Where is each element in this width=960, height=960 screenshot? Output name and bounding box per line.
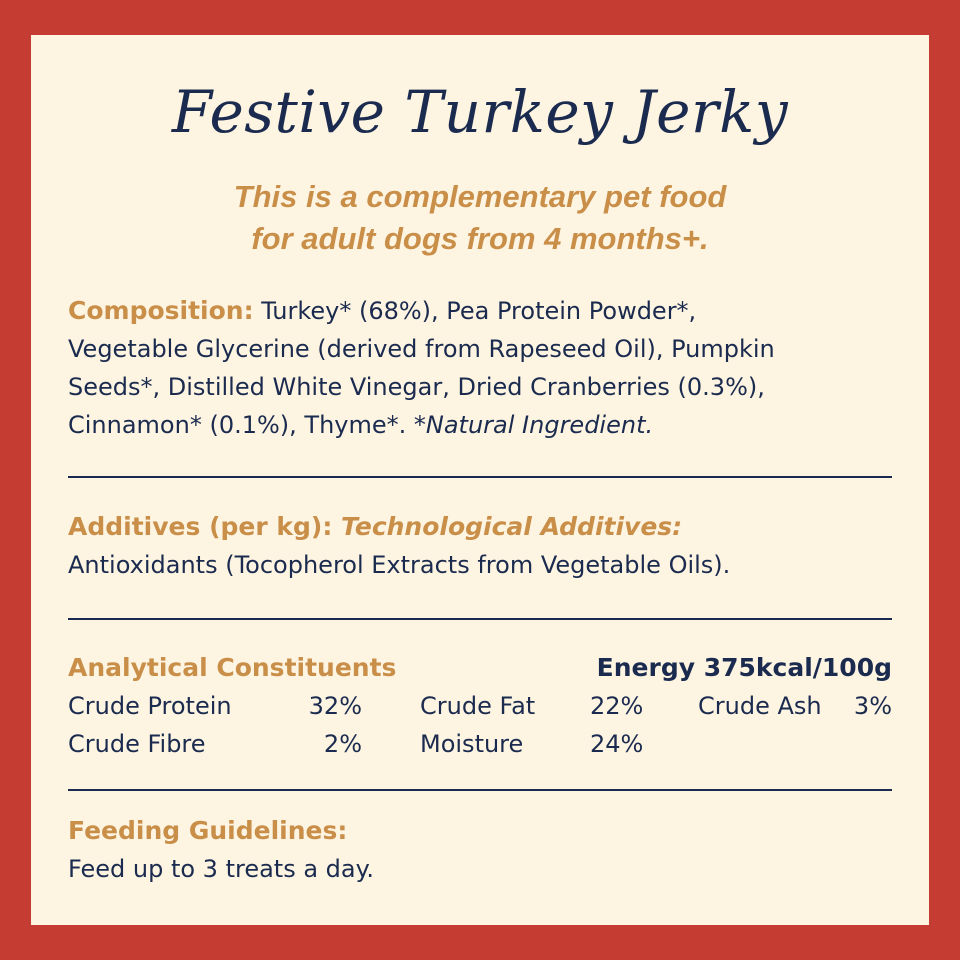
composition-line-3: Seeds*, Distilled White Vinegar, Dried C… bbox=[68, 373, 765, 401]
nutrient-value: 3% bbox=[853, 692, 892, 720]
product-subtitle: This is a complementary pet food for adu… bbox=[0, 176, 960, 260]
additives-section: Additives (per kg): Technological Additi… bbox=[68, 508, 898, 584]
additives-text: Antioxidants (Tocopherol Extracts from V… bbox=[68, 551, 731, 579]
analytical-label: Analytical Constituents bbox=[68, 653, 397, 682]
nutrient-name: Crude Protein bbox=[68, 692, 232, 720]
feeding-section: Feeding Guidelines: Feed up to 3 treats … bbox=[68, 812, 898, 888]
nutrient-name: Moisture bbox=[420, 730, 524, 758]
divider-3 bbox=[68, 789, 892, 791]
additives-sublabel: Technological Additives: bbox=[332, 512, 683, 541]
feeding-text: Feed up to 3 treats a day. bbox=[68, 855, 375, 883]
product-title: Festive Turkey Jerky bbox=[171, 78, 789, 146]
subtitle-line-2: for adult dogs from 4 months+. bbox=[251, 221, 709, 256]
nutrient-name: Crude Fibre bbox=[68, 730, 206, 758]
composition-section: Composition: Turkey* (68%), Pea Protein … bbox=[68, 292, 898, 444]
composition-line-4: Cinnamon* (0.1%), Thyme*. bbox=[68, 411, 414, 439]
subtitle-line-1: This is a complementary pet food bbox=[233, 179, 727, 214]
composition-line-2: Vegetable Glycerine (derived from Rapese… bbox=[68, 335, 775, 363]
feeding-label: Feeding Guidelines: bbox=[68, 816, 348, 845]
nutrient-name: Crude Ash bbox=[698, 692, 822, 720]
nutrient-value: 2% bbox=[323, 730, 362, 758]
divider-1 bbox=[68, 476, 892, 478]
nutrient-value: 24% bbox=[590, 730, 644, 758]
nutrient-name: Crude Fat bbox=[420, 692, 536, 720]
additives-label: Additives (per kg): bbox=[68, 512, 333, 541]
composition-line-1: Turkey* (68%), Pea Protein Powder*, bbox=[253, 297, 697, 325]
label-card bbox=[33, 37, 927, 923]
energy-value: Energy 375kcal/100g bbox=[596, 653, 892, 682]
analytical-section: Analytical Constituents Energy 375kcal/1… bbox=[68, 649, 892, 769]
nutrient-value: 22% bbox=[590, 692, 644, 720]
composition-label: Composition: bbox=[68, 296, 254, 325]
nutrient-value: 32% bbox=[308, 692, 362, 720]
natural-ingredient-note: *Natural Ingredient. bbox=[413, 411, 654, 439]
divider-2 bbox=[68, 618, 892, 620]
